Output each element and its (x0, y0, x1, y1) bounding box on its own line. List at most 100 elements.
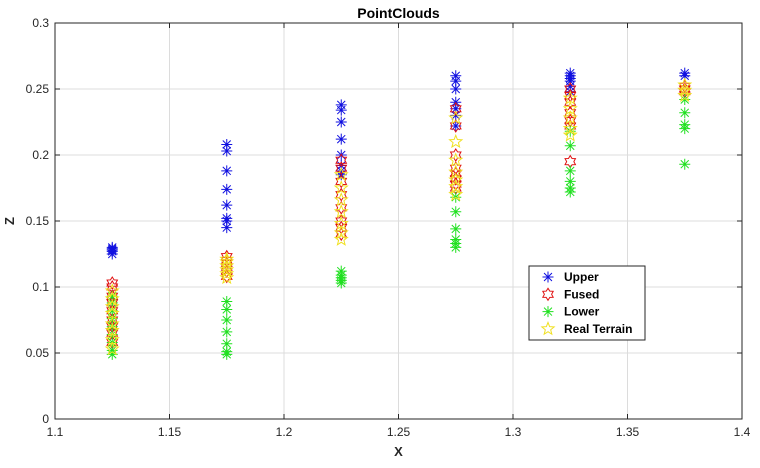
legend-marker (540, 321, 556, 336)
data-point (104, 341, 120, 356)
data-point (221, 145, 233, 157)
data-point (679, 67, 691, 79)
data-point (448, 110, 464, 125)
data-point (104, 331, 120, 347)
legend: Upper Fused Lower Real Terrain (528, 265, 646, 341)
data-point (106, 276, 119, 290)
x-tick-label: 1.2 (276, 425, 293, 439)
data-point (333, 203, 349, 219)
data-point (104, 305, 120, 320)
data-point (106, 344, 118, 356)
data-point (333, 215, 349, 231)
data-point (677, 87, 693, 102)
data-point (450, 83, 462, 95)
legend-item: Lower (542, 305, 600, 319)
data-points (104, 67, 693, 360)
data-point (333, 180, 349, 195)
x-tick-label: 1.15 (158, 425, 182, 439)
data-point (219, 269, 235, 285)
data-point (562, 127, 578, 142)
y-tick-label: 0.25 (26, 82, 50, 96)
data-point (221, 183, 233, 195)
data-point (219, 258, 235, 273)
series-real-terrain (104, 77, 693, 356)
y-tick-label: 0.2 (32, 148, 49, 162)
data-point (677, 77, 693, 92)
axis-ticks: 1.1 1.15 1.2 1.25 1.3 1.35 1.4 0 0.05 0.1 0.15 0.2 0… (26, 16, 751, 439)
data-point (562, 100, 578, 116)
data-point (564, 182, 576, 194)
data-point (335, 99, 347, 111)
data-point (448, 178, 464, 194)
data-point (104, 298, 120, 314)
data-point (335, 153, 348, 168)
data-point (564, 95, 577, 110)
data-point (449, 148, 462, 162)
data-point (221, 303, 233, 315)
legend-label: Real Terrain (564, 322, 632, 336)
data-point (221, 338, 233, 350)
data-point (335, 116, 347, 128)
legend-marker (542, 306, 554, 318)
data-point (219, 261, 235, 277)
y-axis-label: Z (2, 217, 17, 225)
data-point (450, 103, 462, 115)
y-tick-label: 0.05 (26, 346, 50, 360)
legend-label: Upper (564, 270, 599, 284)
y-tick-label: 0 (42, 412, 49, 426)
data-point (564, 175, 576, 187)
data-point (104, 316, 120, 331)
data-point (106, 297, 118, 309)
data-point (335, 161, 348, 176)
data-point (449, 101, 462, 116)
data-point (221, 326, 233, 338)
legend-label: Fused (564, 287, 599, 301)
data-point (221, 138, 233, 150)
x-tick-label: 1.1 (47, 425, 64, 439)
data-point (333, 166, 349, 182)
legend-marker (542, 271, 554, 283)
data-point (221, 314, 233, 326)
data-point (448, 164, 464, 179)
data-point (221, 212, 233, 224)
legend-item: Fused (541, 287, 599, 302)
data-point (333, 225, 349, 240)
data-point (333, 192, 349, 207)
legend-marker (541, 287, 555, 302)
data-point (564, 165, 576, 177)
data-point (677, 82, 693, 97)
data-point (221, 222, 233, 234)
x-tick-label: 1.25 (387, 425, 411, 439)
x-axis-label: X (394, 444, 403, 459)
data-point (333, 231, 349, 246)
data-point (335, 265, 347, 277)
data-point (450, 206, 462, 218)
data-point (221, 199, 233, 211)
data-point (679, 107, 691, 119)
x-tick-label: 1.3 (505, 425, 522, 439)
data-point (562, 120, 578, 135)
data-point (564, 82, 577, 96)
legend-label: Lower (564, 305, 600, 319)
data-point (106, 241, 118, 253)
data-point (335, 133, 347, 145)
data-point (564, 105, 577, 120)
data-point (448, 172, 464, 187)
data-point (219, 251, 235, 266)
data-point (564, 140, 576, 152)
data-point (679, 158, 691, 170)
data-point (335, 174, 348, 189)
data-point (448, 133, 464, 149)
data-point (219, 265, 235, 281)
legend-item: Upper (542, 270, 599, 284)
x-tick-label: 1.35 (616, 425, 640, 439)
chart-title: PointClouds (357, 5, 440, 21)
data-point (104, 291, 120, 306)
data-point (562, 110, 578, 125)
data-point (564, 67, 576, 79)
data-point (450, 223, 462, 235)
y-tick-label: 0.1 (32, 280, 49, 294)
data-point (679, 119, 691, 131)
